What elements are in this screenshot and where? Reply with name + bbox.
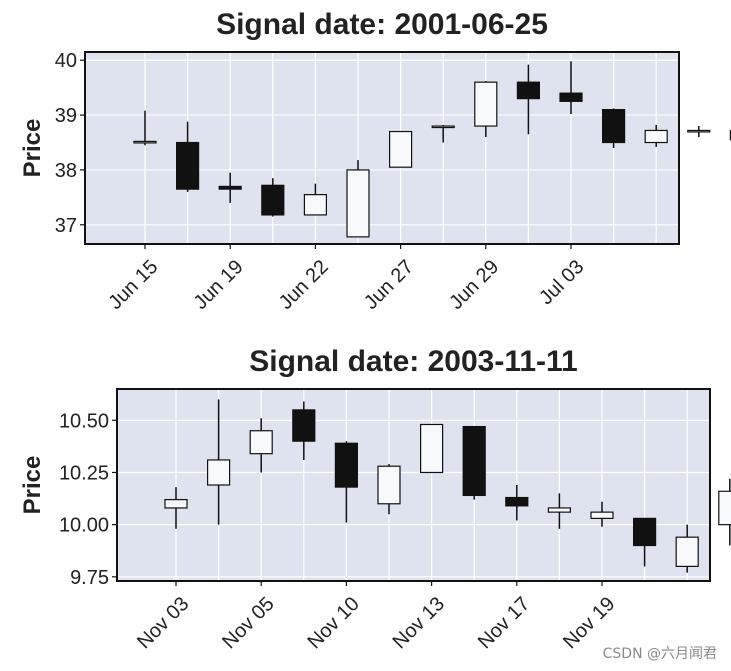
y-tick-label: 10.25 [59,462,109,484]
candle [292,401,316,460]
candle-body [559,92,583,102]
candle [590,501,614,527]
candle-body [718,490,731,526]
candle [632,517,657,567]
candle-body [547,507,572,513]
candle-body [675,536,699,567]
plot-frame [116,388,711,582]
candle-body [632,517,657,547]
y-tick-label: 37 [55,215,77,237]
x-tick-label: Jun 29 [445,256,503,314]
y-axis-label: Price [19,456,46,515]
plot-area [85,52,679,244]
candle [133,110,157,146]
candle [505,485,529,521]
candle-body [687,129,711,133]
plot-frame [84,51,680,245]
candle [420,423,444,474]
candle [164,487,188,529]
x-tick-label: Nov 10 [303,593,363,653]
candle [687,126,711,138]
candle-body [590,511,614,519]
candle [303,183,327,216]
candle-body [176,141,200,190]
x-tick-label: Jun 19 [190,256,248,314]
chart-2: Signal date: 2003-11-11 9.75 10.00 10.25 10.… [19,345,731,653]
y-tick-label: 39 [55,105,77,127]
chart-1: Signal date: 2001-06-25 37 38 39 40 Jun 15 Jun… [19,8,731,314]
candle [377,464,401,515]
plot-area [117,389,710,581]
candle-body [292,409,316,442]
chart-title: Signal date: 2003-11-11 [249,345,578,378]
candle-body [303,194,327,216]
candle-body [164,499,188,509]
y-tick-label: 38 [55,160,77,182]
y-tick-label: 9.75 [70,567,109,589]
candle-body [218,185,242,190]
candle-body [249,430,273,455]
candle-body [516,81,541,100]
y-tick-label: 10.00 [59,515,109,537]
candle [249,418,273,473]
candle-body [334,442,358,488]
x-tick-label: Jun 22 [275,256,333,314]
candle-body [431,125,455,129]
x-tick-label: Nov 05 [218,593,278,653]
candle [334,441,358,523]
candle-body [420,423,444,474]
candle-body [207,459,231,486]
y-tick-label: 10.50 [59,410,109,432]
candle-body [644,129,668,144]
candle [261,178,285,217]
x-tick-label: Nov 17 [474,593,534,653]
candle-body [474,81,498,127]
candle [547,493,572,529]
candle [718,478,731,546]
x-tick-label: Nov 13 [389,593,449,653]
candle [462,425,486,500]
candle-body [133,140,157,144]
candle [218,172,242,203]
candle [601,108,626,148]
candle-body [377,465,401,505]
watermark-text: CSDN @六月闻君 [602,646,717,662]
candle-body [601,108,626,144]
candle [474,81,498,138]
candle-body [505,496,529,507]
x-tick-label: Jun 27 [360,256,418,314]
y-axis-label: Price [19,119,46,178]
candle [516,64,541,135]
candle-body [462,425,486,497]
candle [431,124,455,143]
y-tick-label: 40 [55,50,77,72]
candle-body [261,184,285,216]
candle [207,399,231,525]
candle [675,524,699,573]
candle [346,160,370,238]
candle [644,124,668,147]
candle [559,61,583,114]
x-tick-label: Jun 15 [104,256,162,314]
candle-body [346,169,370,238]
candle [176,121,200,192]
x-tick-label: Nov 03 [133,593,193,653]
candle [389,130,413,168]
chart-title: Signal date: 2001-06-25 [216,8,548,41]
x-tick-label: Jul 03 [535,256,588,309]
candle-body [389,130,413,168]
